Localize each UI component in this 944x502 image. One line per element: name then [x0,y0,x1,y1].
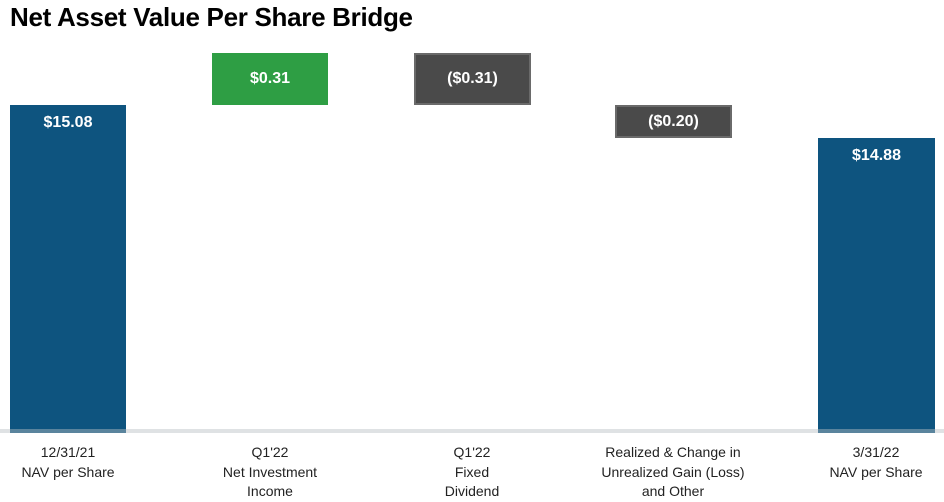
bar-start-nav: $15.08 [10,105,126,433]
x-axis-label-start-nav: 12/31/21 NAV per Share [21,444,115,480]
bar-value-label: $15.08 [43,114,93,131]
bar-value-label: $14.88 [852,147,901,164]
bar-fixed-dividend: ($0.31) [414,53,531,105]
chart-title: Net Asset Value Per Share Bridge [10,2,413,32]
bar-end-nav: $14.88 [818,138,935,433]
x-axis-label-net-investment-income: Q1'22 Net Investment Income [222,444,318,499]
bar-realized-unrealized-other: ($0.20) [615,105,732,138]
bar-value-label: $0.31 [249,70,291,87]
x-axis-label-fixed-dividend: Q1'22 Fixed Dividend [444,444,500,499]
x-axis-label-end-nav: 3/31/22 NAV per Share [829,444,923,480]
bar-value-label: ($0.20) [648,112,699,130]
x-axis-label-realized-unrealized-other: Realized & Change in Unrealized Gain (Lo… [601,444,745,499]
bar-value-label: ($0.31) [447,70,498,87]
bar-net-investment-income: $0.31 [212,53,328,105]
x-axis-line [0,429,944,433]
